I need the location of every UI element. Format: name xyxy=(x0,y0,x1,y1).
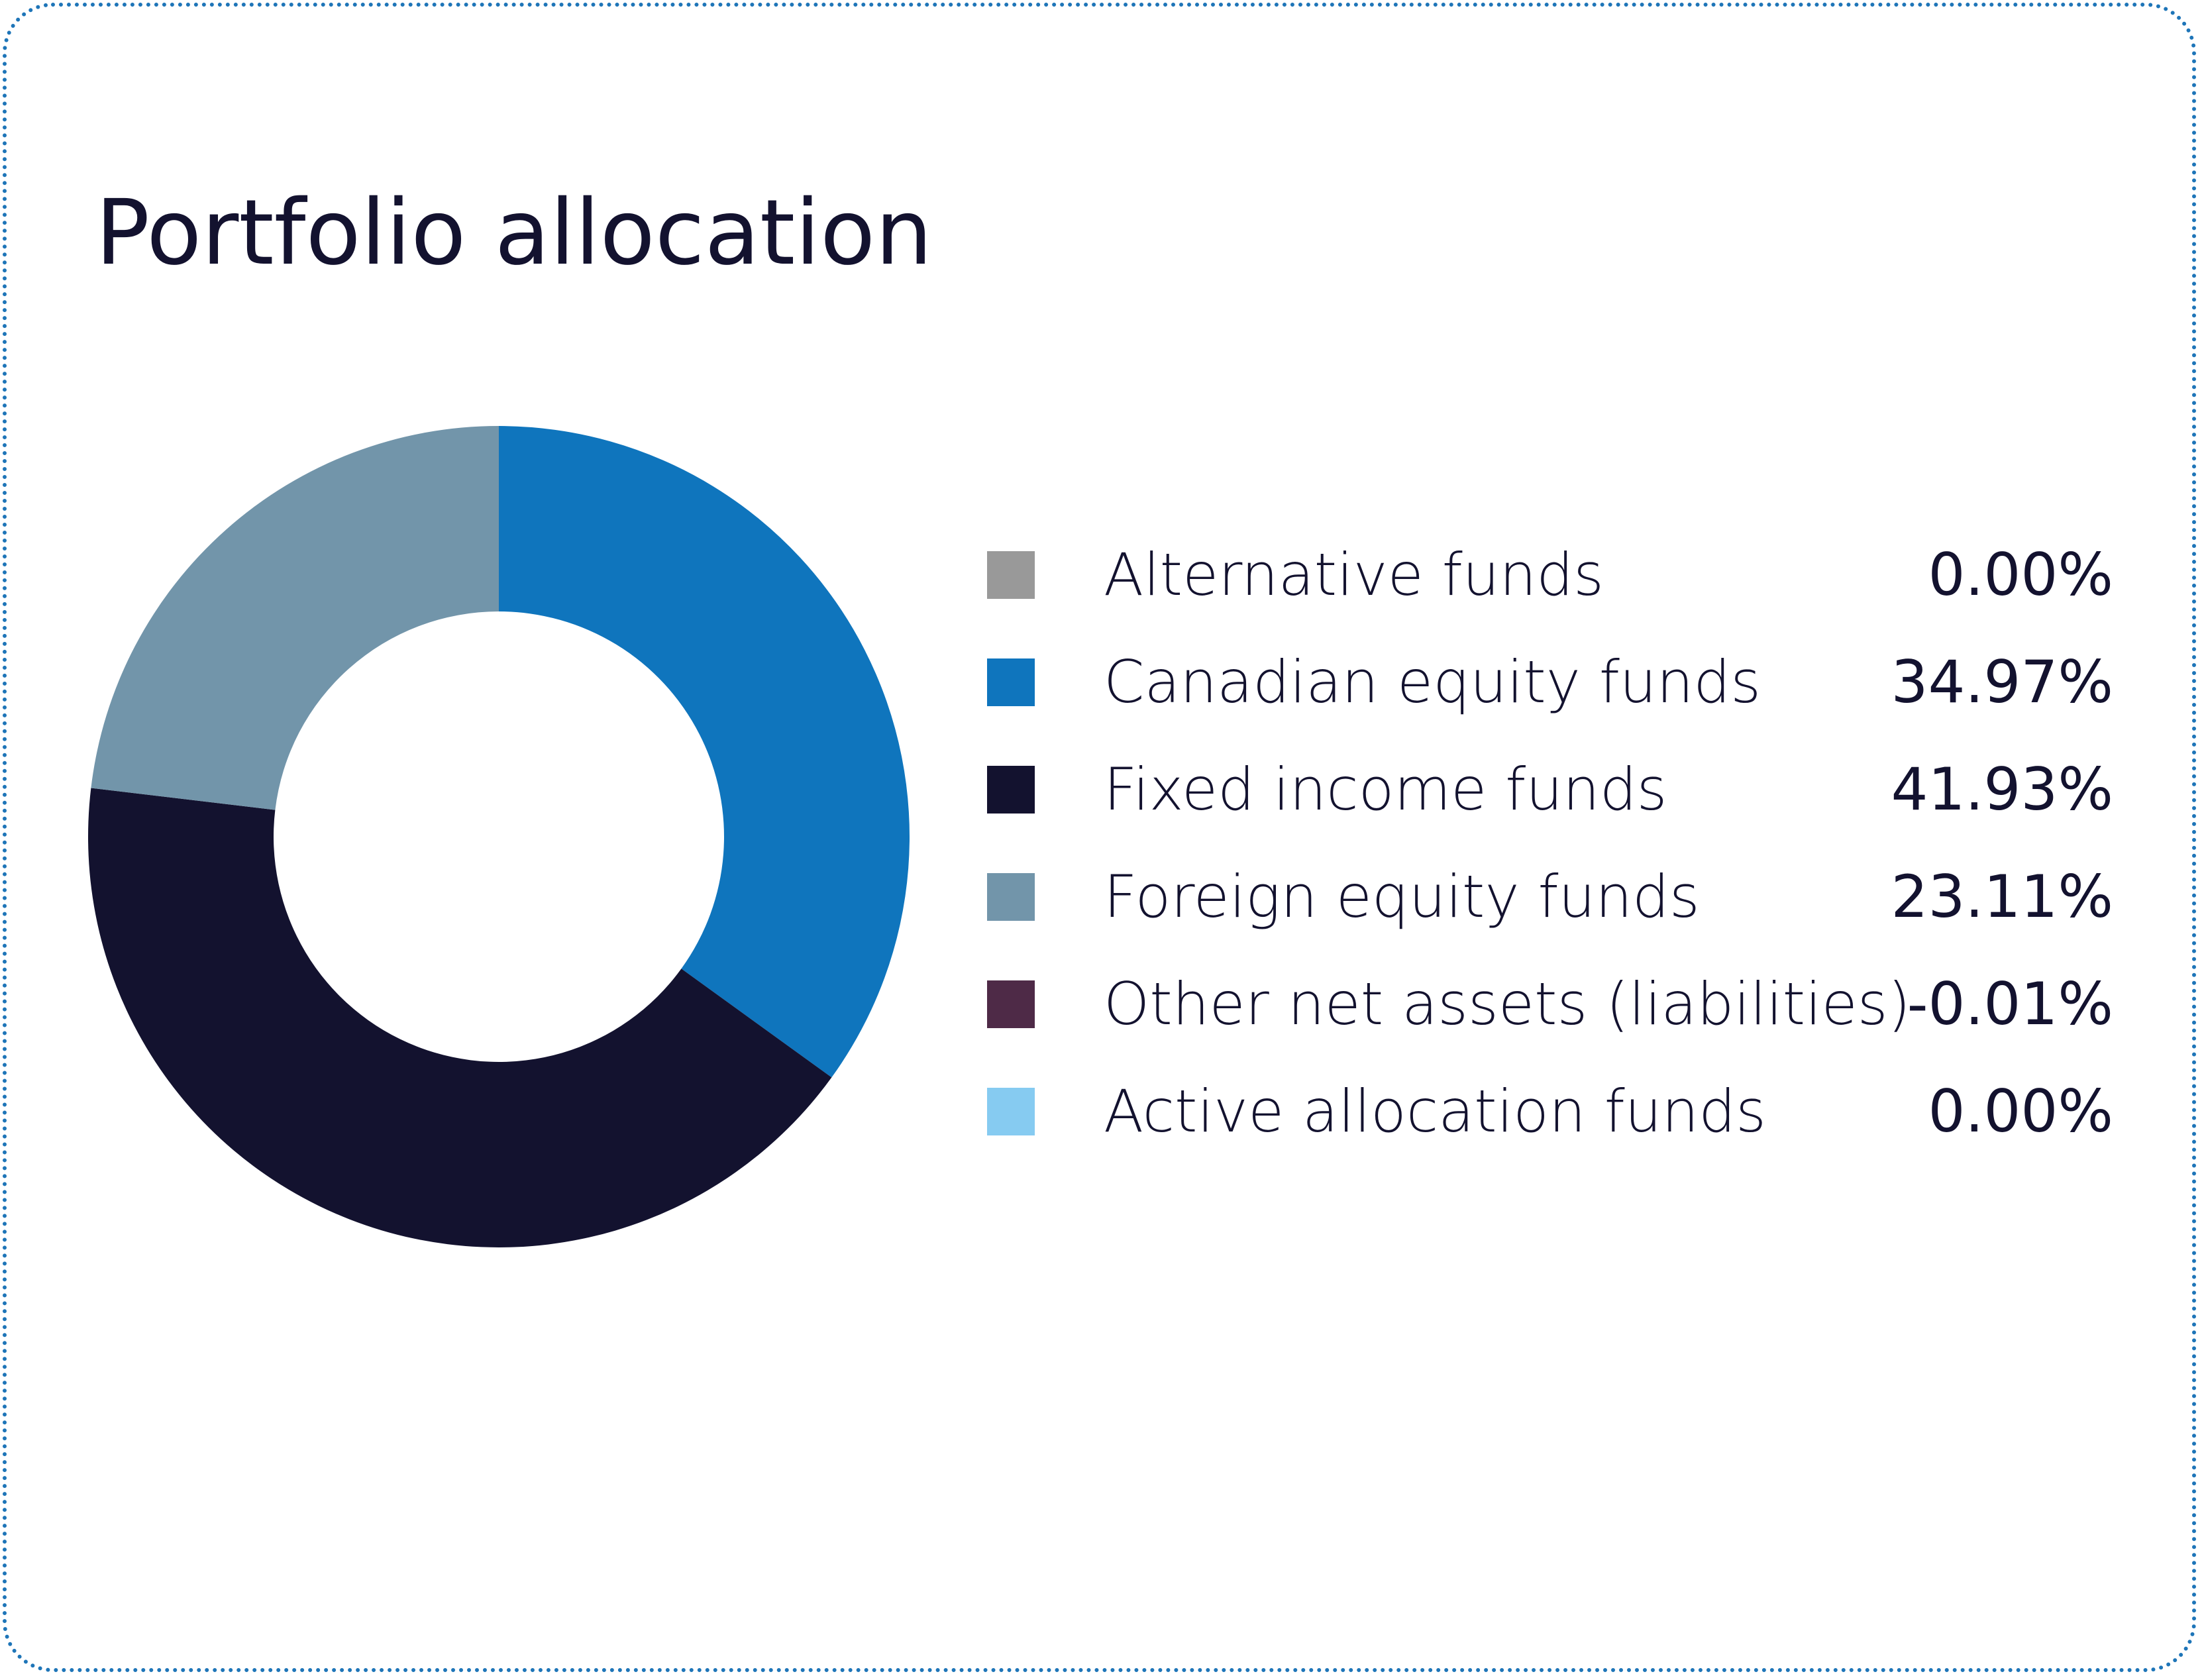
chart-title: Portfolio allocation xyxy=(95,181,933,286)
legend-label: Fixed income funds xyxy=(1104,755,1667,823)
legend: Alternative funds 0.00% Canadian equity … xyxy=(987,535,2113,1179)
legend-item: Active allocation funds 0.00% xyxy=(987,1072,2113,1179)
legend-label: Other net assets (liabilities) xyxy=(1104,970,1911,1038)
legend-value: 0.00% xyxy=(1928,1077,2113,1145)
legend-label: Foreign equity funds xyxy=(1104,863,1700,931)
legend-swatch xyxy=(987,551,1035,599)
donut-chart xyxy=(87,426,910,1248)
legend-item: Canadian equity funds 34.97% xyxy=(987,643,2113,750)
legend-value: 23.11% xyxy=(1891,863,2113,931)
legend-label: Active allocation funds xyxy=(1104,1077,1766,1145)
legend-item: Other net assets (liabilities) -0.01% xyxy=(987,965,2113,1072)
legend-value: 0.00% xyxy=(1928,541,2113,609)
legend-swatch xyxy=(987,873,1035,921)
legend-swatch xyxy=(987,980,1035,1028)
chart-card: Portfolio allocation Alternative funds 0… xyxy=(3,3,2196,1672)
legend-label: Alternative funds xyxy=(1104,541,1604,609)
legend-item: Fixed income funds 41.93% xyxy=(987,750,2113,857)
legend-swatch xyxy=(987,766,1035,814)
legend-label: Canadian equity funds xyxy=(1104,648,1761,716)
legend-value: -0.01% xyxy=(1907,970,2113,1038)
donut-slices xyxy=(87,426,910,1248)
legend-item: Foreign equity funds 23.11% xyxy=(987,857,2113,965)
legend-value: 34.97% xyxy=(1891,648,2113,716)
legend-value: 41.93% xyxy=(1891,755,2113,823)
legend-item: Alternative funds 0.00% xyxy=(987,535,2113,643)
donut-slice-canadian-equity-funds xyxy=(499,426,910,1078)
legend-swatch xyxy=(987,1088,1035,1135)
donut-slice-fixed-income-funds xyxy=(87,788,832,1248)
legend-swatch xyxy=(987,658,1035,706)
donut-slice-foreign-equity-funds xyxy=(91,426,499,810)
